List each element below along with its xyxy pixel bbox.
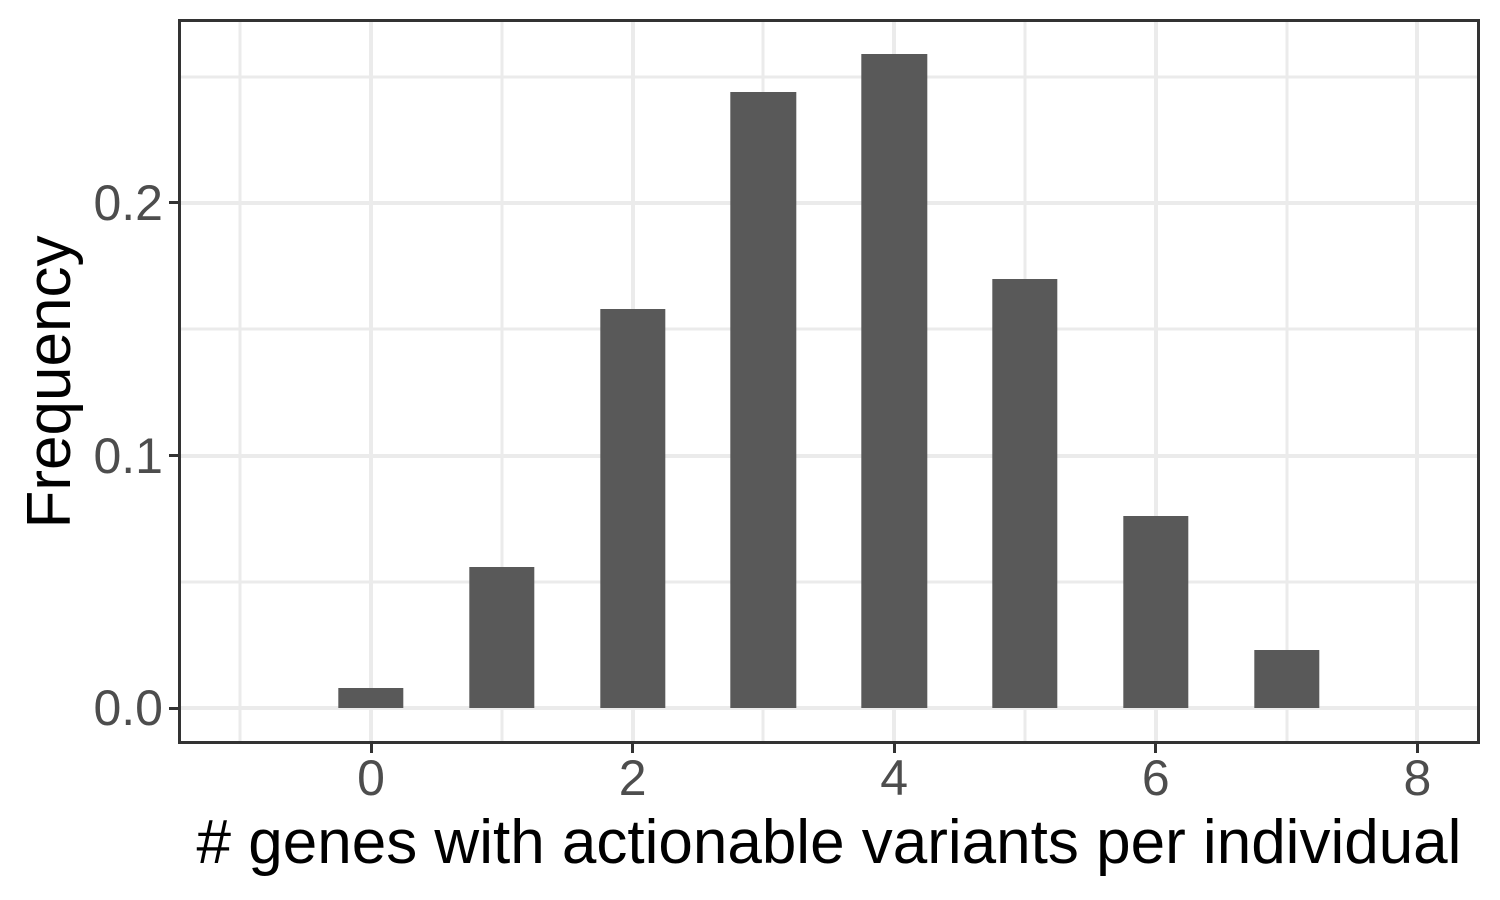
x-minor-gridline (1285, 22, 1289, 741)
x-tick-label: 8 (1403, 750, 1432, 806)
bar-x6 (1123, 516, 1189, 709)
bar-x5 (992, 278, 1058, 709)
x-minor-gridline (238, 22, 242, 741)
x-major-gridline (369, 22, 374, 741)
x-tick-mark (369, 741, 373, 753)
bar-x4 (861, 53, 927, 709)
y-minor-gridline (181, 75, 1477, 79)
y-tick-mark (169, 706, 181, 710)
y-major-gridline (181, 453, 1477, 458)
x-tick-mark (631, 741, 635, 753)
x-minor-gridline (500, 22, 504, 741)
x-tick-mark (1415, 741, 1419, 753)
y-major-gridline (181, 200, 1477, 205)
y-tick-label: 0.1 (93, 427, 163, 484)
y-tick-mark (169, 454, 181, 458)
bar-x1 (469, 566, 535, 709)
bar-x7 (1253, 650, 1320, 709)
x-tick-label: 4 (880, 750, 909, 806)
bar-x3 (730, 91, 797, 709)
y-tick-label: 0.0 (93, 680, 163, 737)
y-tick-label: 0.2 (93, 174, 163, 231)
y-axis-title: Frequency (15, 235, 84, 529)
x-major-gridline (1415, 22, 1420, 741)
bar-x2 (599, 309, 666, 709)
bar-x0 (338, 688, 404, 709)
plot-panel (178, 19, 1480, 744)
y-tick-mark (169, 201, 181, 205)
y-minor-gridline (181, 580, 1477, 584)
y-minor-gridline (181, 327, 1477, 331)
x-major-gridline (1153, 22, 1158, 741)
x-tick-label: 6 (1141, 750, 1170, 806)
x-axis-title: # genes with actionable variants per ind… (196, 808, 1462, 877)
y-major-gridline (181, 706, 1477, 711)
x-tick-mark (1154, 741, 1158, 753)
x-tick-label: 0 (357, 750, 385, 806)
x-tick-mark (892, 741, 896, 753)
x-tick-label: 2 (618, 750, 647, 806)
